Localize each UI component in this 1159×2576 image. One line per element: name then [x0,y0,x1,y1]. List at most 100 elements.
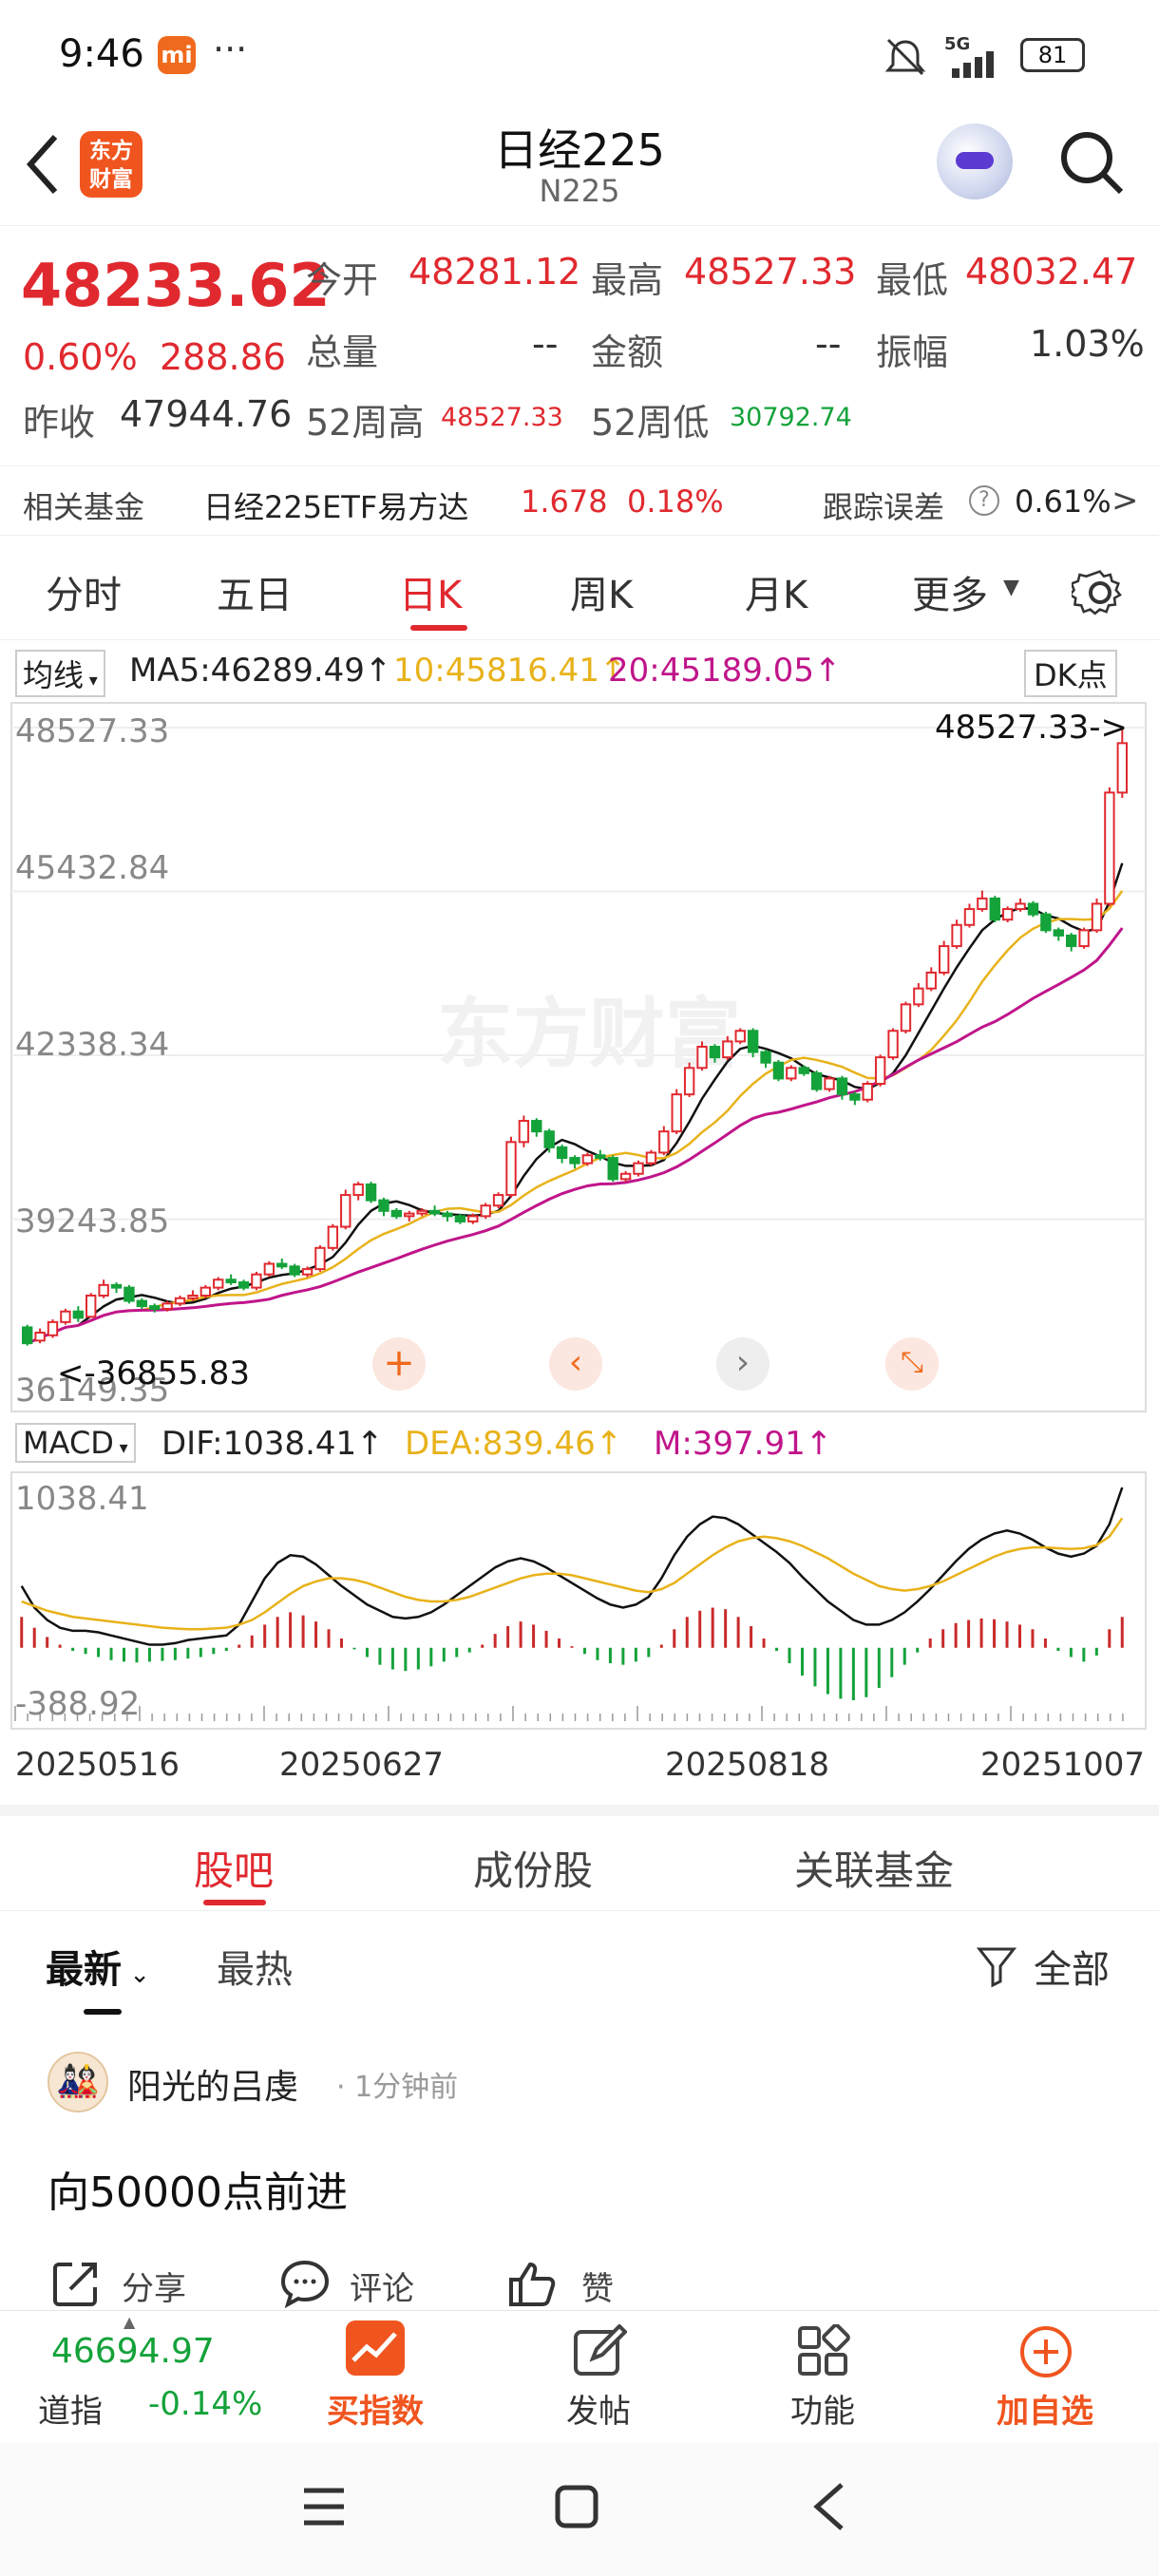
candle-body [1027,902,1039,916]
change-percent: 0.60% [23,336,138,378]
related-fund-row[interactable]: 相关基金 日经225ETF易方达 1.678 0.18% 跟踪误差 ? 0.61… [0,465,1159,536]
tab-weekly-k[interactable]: 周K [570,574,634,617]
menu-icon[interactable] [300,2485,348,2529]
post-button[interactable]: 发帖 [532,2311,665,2444]
grid-icon [798,2324,850,2376]
pan-left-button[interactable]: ‹ [549,1337,602,1391]
fund-pct: 0.18% [627,483,724,520]
candle-body [925,971,937,990]
week52-high-label: 52周高 [306,402,425,444]
author-name[interactable]: 阳光的吕虔 [127,2068,299,2107]
candle-body [913,987,924,1006]
ma20-value: 20:45189.05↑ [608,652,842,690]
kline-chart[interactable]: 东方财富 48527.33 45432.84 42338.34 39243.85… [0,699,1159,1416]
high-value: 48527.33 [684,251,857,293]
battery-icon: 81 [1020,38,1085,72]
tab-stock-forum[interactable]: 股吧 [194,1847,275,1894]
functions-button[interactable]: 功能 [756,2311,889,2444]
candle-body [1001,908,1014,921]
candle-body [86,1294,97,1318]
ma-selector[interactable]: 均线 ▾ [15,650,105,697]
search-icon[interactable] [1056,127,1127,198]
candle-body [110,1283,123,1289]
ma-legend: 均线 ▾ MA5:46289.49↑ 10:45816.41↑ 20:45189… [0,642,1159,699]
dif-line [20,1487,1124,1646]
like-label[interactable]: 赞 [581,2270,614,2308]
system-nav-bar [0,2443,1159,2576]
tab-related-funds[interactable]: 关联基金 [794,1847,955,1894]
candle-body [607,1157,618,1181]
week52-high-value: 48527.33 [441,403,563,432]
candle-body [1116,742,1128,794]
help-icon[interactable]: ? [969,485,999,516]
tab-monthly-k[interactable]: 月K [745,574,808,617]
tab-five-day[interactable]: 五日 [217,574,293,617]
candle-body [378,1199,390,1212]
author-avatar[interactable]: 🎎 [48,2052,108,2112]
share-icon[interactable] [51,2259,101,2308]
candle-body [136,1299,148,1308]
m-value: M:397.91↑ [654,1425,833,1463]
community-tabs: 股吧 成份股 关联基金 [0,1816,1159,1911]
candle-body [543,1130,555,1148]
signal-icon [952,51,994,78]
candle-body [556,1146,568,1160]
settings-gear-icon[interactable] [1072,564,1129,621]
post-card[interactable]: 🎎 阳光的吕虔 · 1分钟前 向50000点前进 分享 评论 赞 [0,2052,1159,2308]
filter-all[interactable]: 全部 [1034,1948,1110,1992]
candle-body [1091,902,1103,932]
dow-index-ticker[interactable]: 46694.97 道指 -0.14% ▲ [38,2313,263,2431]
back-nav-icon[interactable] [809,2481,847,2532]
assistant-robot-avatar[interactable] [937,123,1013,199]
candle-body [124,1286,135,1302]
date-axis: 20250516 20250627 20250818 20251007 [0,1736,1159,1790]
clock: 9:46 [59,32,144,76]
comment-icon[interactable] [279,2259,331,2308]
candle-body [454,1215,466,1222]
open-value: 48281.12 [408,251,581,293]
macd-svg [10,1471,1147,1730]
add-watchlist-button[interactable]: 加自选 [978,2311,1112,2444]
ma10-value: 10:45816.41↑ [393,652,627,690]
like-icon[interactable] [507,2259,560,2308]
sort-indicator [84,2009,122,2015]
comment-label[interactable]: 评论 [350,2270,414,2308]
candle-body [276,1262,288,1268]
watermark: 东方财富 [437,990,741,1078]
share-label[interactable]: 分享 [122,2270,186,2308]
fullscreen-button[interactable]: ⤡ [885,1337,939,1391]
macd-selector[interactable]: MACD ▾ [15,1423,136,1463]
candle-body [289,1265,300,1276]
buy-index-button[interactable]: 买指数 [304,2311,446,2444]
post-content[interactable]: 向50000点前进 [48,2169,348,2217]
fund-label: 相关基金 [23,489,145,525]
candle-body [798,1067,809,1074]
chevron-right-icon[interactable]: > [1112,482,1139,520]
prev-close-value: 47944.76 [120,393,293,435]
tab-constituents[interactable]: 成份股 [473,1847,594,1894]
bottom-toolbar: 46694.97 道指 -0.14% ▲ 买指数 发帖 功能 加自选 [0,2310,1159,2443]
mi-app-icon: mi [158,36,196,74]
candle-body [619,1172,632,1181]
candle-body [352,1183,364,1197]
dk-point-button[interactable]: DK点 [1024,650,1117,697]
tab-intraday[interactable]: 分时 [46,574,122,617]
tab-more[interactable]: 更多 [912,574,988,617]
home-icon[interactable] [553,2483,600,2530]
sort-latest[interactable]: 最新 ⌄ [46,1948,151,1992]
zoom-in-button[interactable]: + [372,1337,426,1391]
sort-hot[interactable]: 最热 [217,1948,293,1992]
macd-legend: MACD ▾ DIF:1038.41↑ DEA:839.46↑ M:397.91… [0,1417,1159,1470]
candle-body [747,1030,759,1053]
back-icon[interactable] [21,131,63,198]
candle-body [442,1212,453,1218]
filter-icon[interactable] [977,1946,1016,1988]
tab-daily-k[interactable]: 日K [399,574,463,617]
macd-chart[interactable]: 1038.41 -388.92 [0,1470,1159,1736]
candle-body [314,1246,326,1271]
candle-body [404,1212,415,1218]
date-label-3: 20251007 [980,1746,1146,1784]
prev-close-label: 昨收 [23,402,96,444]
pan-right-button[interactable]: › [716,1337,770,1391]
active-subtab-indicator [203,1900,266,1905]
